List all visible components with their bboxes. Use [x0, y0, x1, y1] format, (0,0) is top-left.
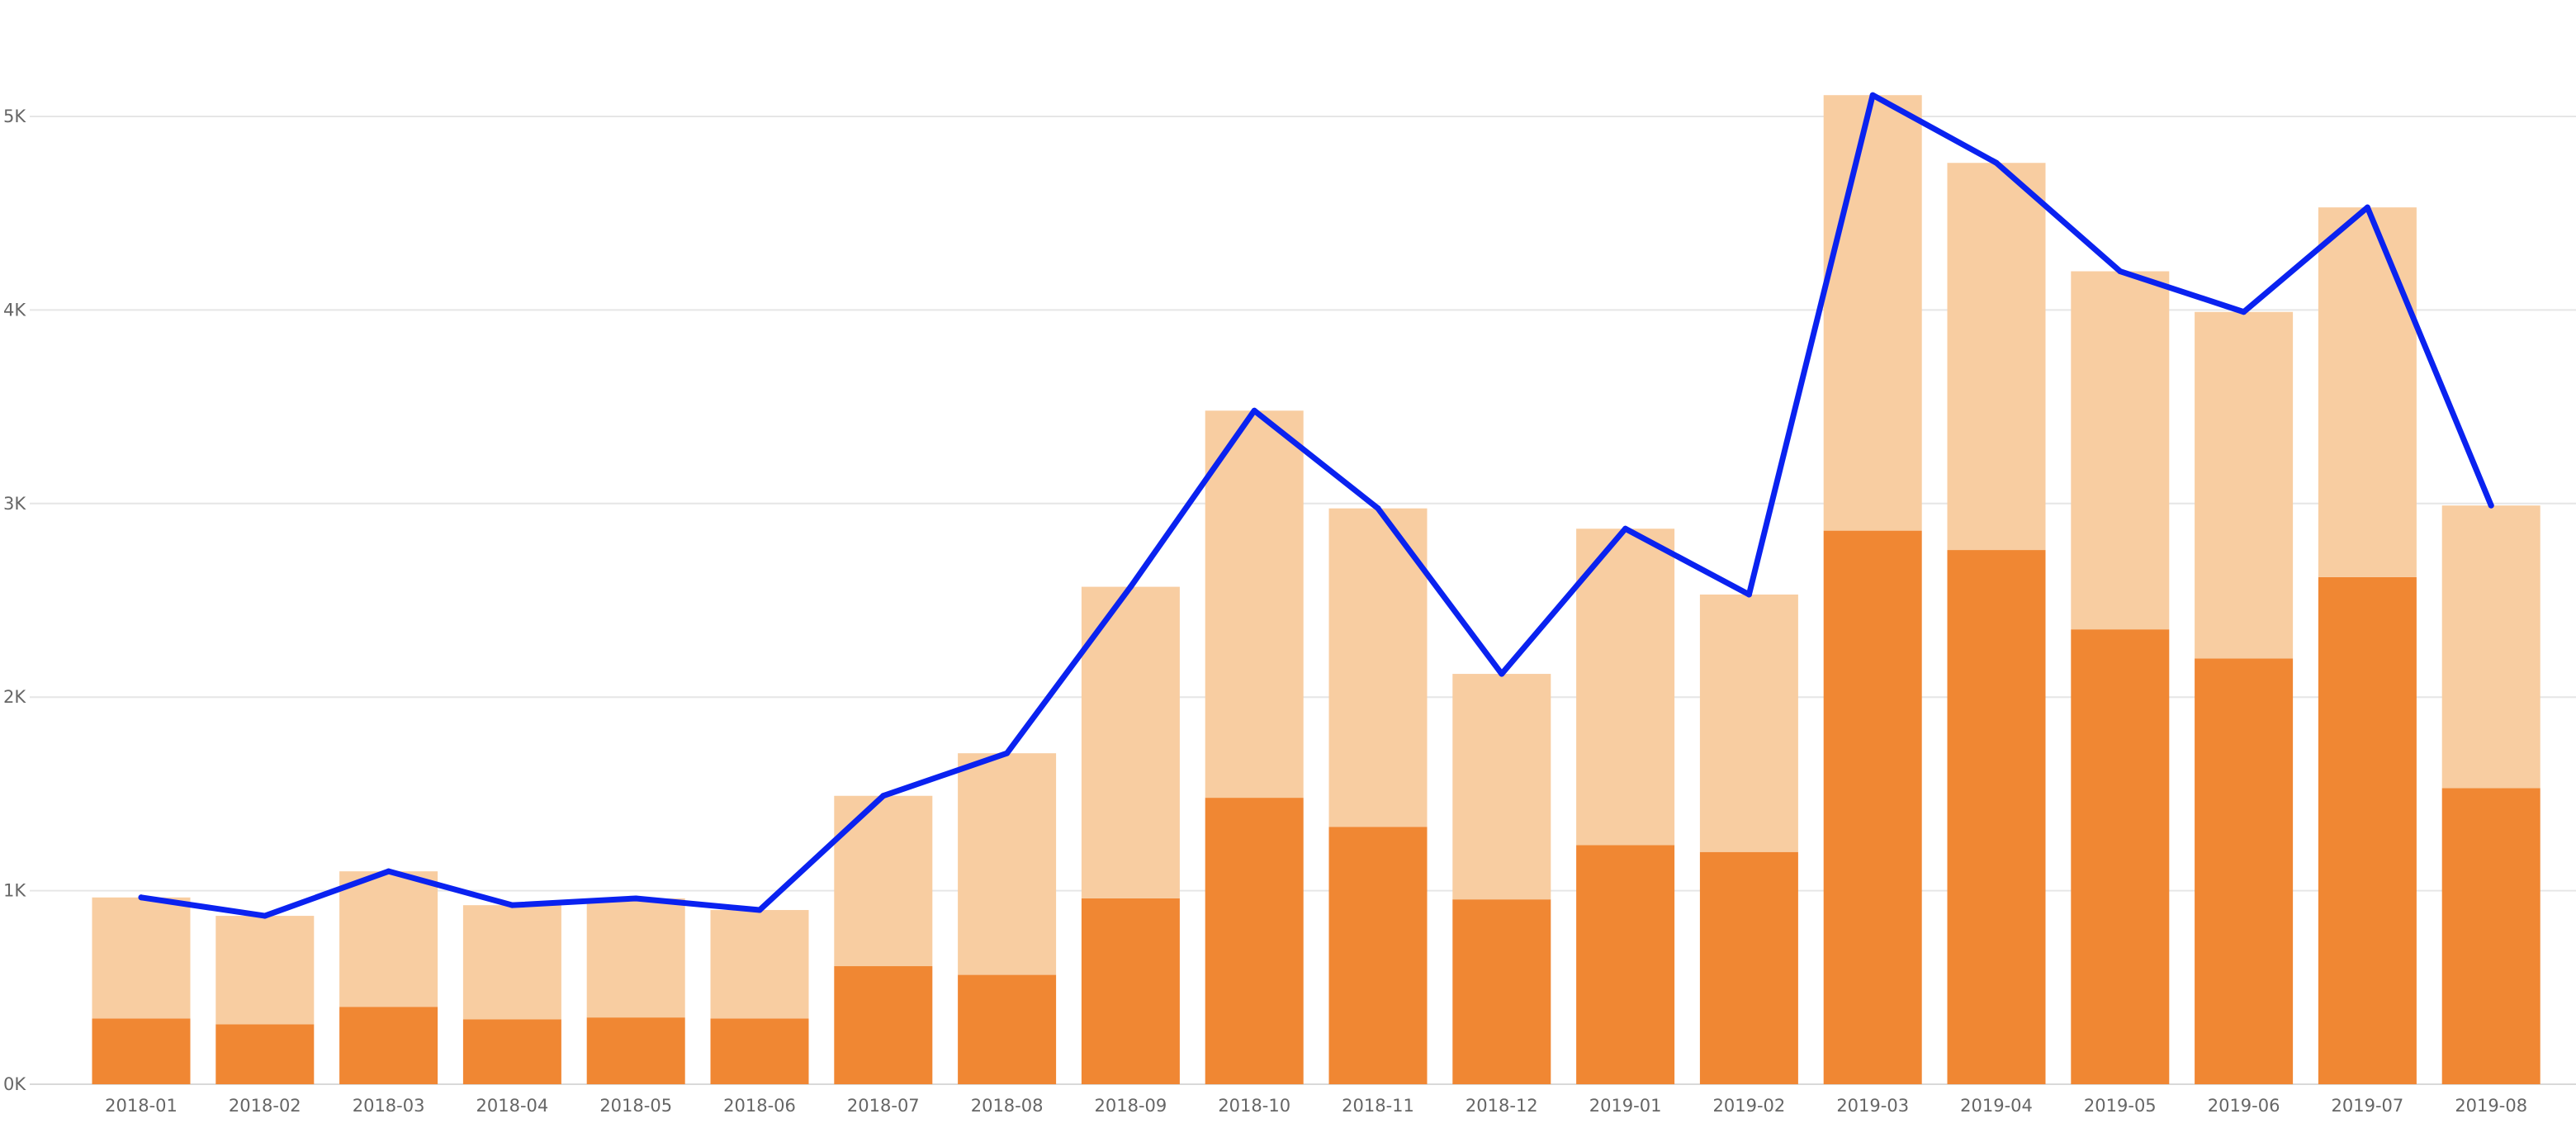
bar-segment-top: [1328, 508, 1428, 827]
bar-segment-top: [1081, 586, 1180, 898]
line-point: [1499, 671, 1505, 677]
bar-segment-base: [1823, 530, 1922, 1084]
bar-segment-base: [958, 974, 1057, 1084]
line-point: [138, 894, 144, 901]
line-point: [509, 902, 515, 908]
x-tick-label: 2018-06: [723, 1096, 796, 1116]
bar-segment-top: [834, 795, 933, 967]
bar-segment-base: [1328, 827, 1428, 1084]
bar-segment-base: [2441, 788, 2540, 1084]
y-tick-label: 3K: [3, 494, 26, 514]
bar-segment-top: [1576, 528, 1675, 846]
bar-segment-base: [1081, 898, 1180, 1084]
line-point: [2117, 268, 2124, 275]
bar-segment-top: [2441, 505, 2540, 789]
x-tick-label: 2018-09: [1095, 1096, 1167, 1116]
bar-segment-top: [215, 916, 315, 1025]
x-tick-label: 2019-05: [2084, 1096, 2157, 1116]
y-tick-label: 2K: [3, 687, 26, 707]
line-point: [2241, 309, 2247, 315]
bar-segment-base: [339, 1007, 438, 1084]
bar-segment-base: [1699, 851, 1798, 1084]
bar-segment-top: [339, 871, 438, 1007]
x-tick-label: 2019-07: [2332, 1096, 2404, 1116]
x-tick-label: 2019-03: [1836, 1096, 1909, 1116]
bar-segment-top: [710, 910, 809, 1019]
x-tick-label: 2018-12: [1466, 1096, 1538, 1116]
bar-segment-top: [2071, 271, 2170, 630]
line-point: [1745, 591, 1752, 598]
bar-segment-base: [1947, 550, 2046, 1084]
bar-segment-top: [958, 753, 1057, 975]
x-tick-label: 2019-04: [1960, 1096, 2033, 1116]
line-point: [1993, 159, 2000, 166]
line-point: [880, 793, 887, 799]
bar-segment-top: [1823, 95, 1922, 531]
bar-segment-base: [710, 1018, 809, 1084]
bar-segment-base: [2071, 629, 2170, 1084]
line-point: [1004, 750, 1011, 756]
bar-segment-base: [1576, 845, 1675, 1084]
x-axis-tick-labels: 2018-01 2018-02 2018-03 2018-04 2018-05 2018-…: [105, 1096, 2527, 1116]
bar-segment-base: [2318, 576, 2417, 1084]
bar-segment-base: [586, 1017, 685, 1084]
line-point: [1251, 407, 1257, 414]
bar-segment-top: [1205, 410, 1304, 799]
x-tick-label: 2018-04: [476, 1096, 549, 1116]
y-tick-label: 4K: [3, 300, 26, 320]
bar-segment-top: [586, 898, 685, 1018]
bar-segment-top: [2195, 311, 2294, 659]
stacked-bars: [92, 95, 2540, 1084]
bar-segment-top: [1947, 163, 2046, 551]
x-tick-label: 2018-02: [229, 1096, 301, 1116]
line-point: [632, 895, 639, 902]
x-tick-label: 2019-08: [2455, 1096, 2527, 1116]
x-tick-label: 2018-03: [353, 1096, 425, 1116]
line-point: [262, 912, 268, 919]
y-tick-label: 0K: [3, 1074, 26, 1094]
x-tick-label: 2019-01: [1589, 1096, 1662, 1116]
bar-segment-top: [1699, 594, 1798, 852]
bar-segment-base: [1205, 798, 1304, 1084]
bar-segment-base: [1452, 899, 1551, 1084]
y-axis-tick-labels: 0K 1K 2K 3K 4K 5K: [3, 107, 26, 1094]
x-tick-label: 2019-02: [1713, 1096, 1786, 1116]
line-point: [756, 907, 763, 913]
line-point: [1375, 505, 1381, 512]
bar-segment-base: [215, 1024, 315, 1084]
x-tick-label: 2018-07: [847, 1096, 920, 1116]
total-line: [138, 92, 2494, 919]
line-point: [1127, 584, 1134, 590]
line-point: [1622, 525, 1629, 532]
x-tick-label: 2018-10: [1218, 1096, 1290, 1116]
line-point: [2364, 204, 2370, 211]
bar-segment-base: [2195, 658, 2294, 1084]
bar-segment-top: [1452, 674, 1551, 900]
x-tick-label: 2018-01: [105, 1096, 178, 1116]
line-point: [1869, 92, 1876, 98]
line-point: [386, 868, 392, 874]
bar-segment-base: [92, 1018, 191, 1084]
bar-segment-top: [92, 897, 191, 1019]
x-tick-label: 2018-11: [1342, 1096, 1414, 1116]
x-tick-label: 2018-08: [971, 1096, 1044, 1116]
bar-segment-top: [2318, 207, 2417, 577]
line-series: [138, 92, 2494, 919]
line-point: [2488, 502, 2494, 509]
bar-segment-top: [462, 905, 561, 1020]
x-tick-label: 2019-06: [2208, 1096, 2280, 1116]
bar-segment-base: [462, 1019, 561, 1084]
bar-segment-base: [834, 966, 933, 1084]
y-tick-label: 5K: [3, 107, 26, 126]
y-tick-label: 1K: [3, 881, 26, 901]
x-tick-label: 2018-05: [599, 1096, 672, 1116]
